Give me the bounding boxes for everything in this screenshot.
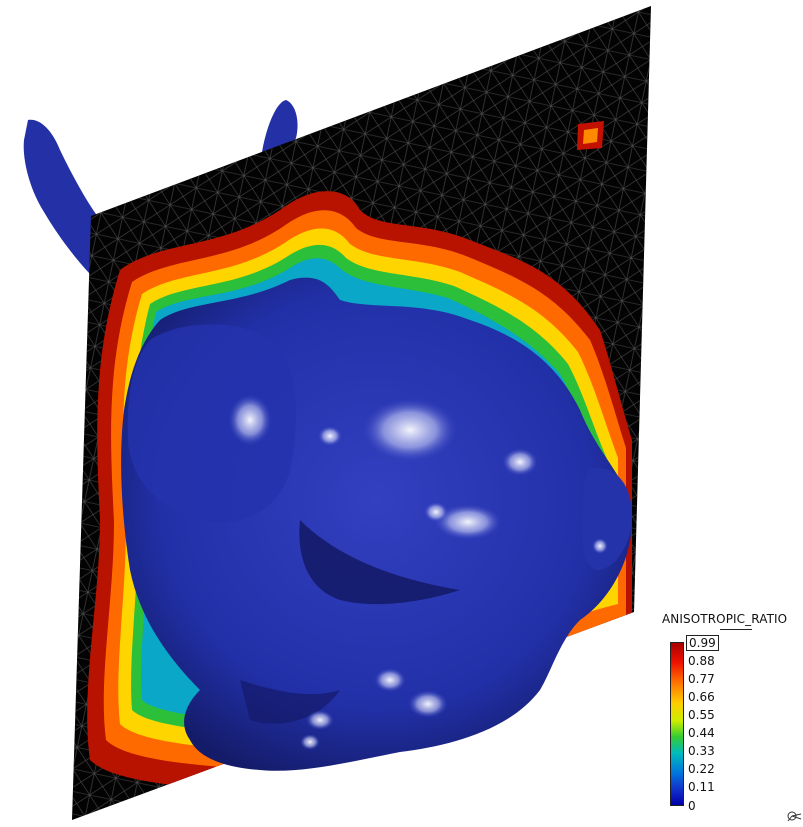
legend-label: 0.33 <box>688 744 715 758</box>
isolated-element-marker <box>577 121 604 150</box>
legend-label: 0.66 <box>688 690 715 704</box>
legend-label: 0.44 <box>688 726 715 740</box>
legend-title-underline <box>720 629 752 630</box>
legend-label: 0.11 <box>688 780 715 794</box>
legend-label: 0.77 <box>688 672 715 686</box>
bunny-ears <box>23 100 298 276</box>
legend-label: 0.55 <box>688 708 715 722</box>
axes-orientation-icon[interactable] <box>786 808 802 822</box>
legend-colorbar <box>670 642 684 806</box>
legend-labels: 0.99 0.88 0.77 0.66 0.55 0.44 0.33 0.22 … <box>686 635 748 815</box>
legend-label: 0.22 <box>688 762 715 776</box>
color-legend: ANISOTROPIC_RATIO 0.99 0.88 0.77 0.66 0.… <box>662 612 800 815</box>
legend-title: ANISOTROPIC_RATIO <box>662 612 788 626</box>
bunny-surface[interactable] <box>121 277 633 771</box>
legend-label-max: 0.99 <box>686 635 719 651</box>
legend-label: 0.88 <box>688 654 715 668</box>
legend-label-min: 0 <box>688 799 696 813</box>
